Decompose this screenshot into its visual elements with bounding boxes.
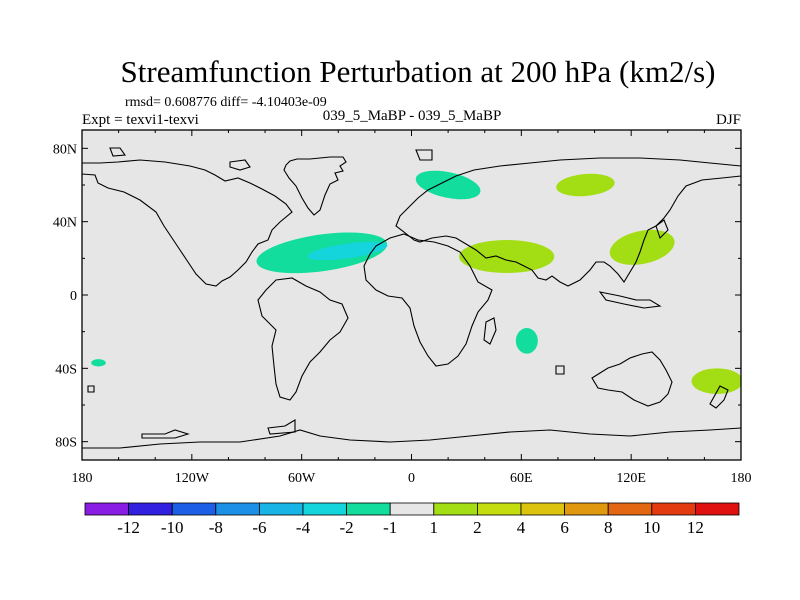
x-tick-label: 120E [616,471,646,486]
x-tick-label: 180 [72,471,93,486]
colorbar-swatch [302,502,347,516]
colorbar-labels: -12 -10 -8 -6 -4 -2 -1 1 2 4 6 8 10 12 [117,518,704,537]
colorbar-label: 1 [430,518,439,537]
colorbar-label: -1 [383,518,397,537]
x-tick-label: 0 [408,471,415,486]
colorbar [84,502,740,516]
coastline-island [87,385,95,393]
coastline-arctic-island [109,147,127,157]
colorbar-swatch [215,502,260,516]
coastline-greenland [283,156,347,216]
season-label: DJF [716,112,741,128]
colorbar-swatch [564,502,609,516]
chart-title: Streamfunction Perturbation at 200 hPa (… [121,54,716,89]
colorbar-swatch [346,502,391,516]
anomaly-region [556,173,615,197]
anomaly-region [459,240,555,273]
colorbar-label: 6 [560,518,569,537]
coastline-japan [655,219,669,240]
coastline-new-zealand [709,385,729,409]
x-tick-label: 120W [175,471,210,486]
x-tick-label: 180 [731,471,752,486]
colorbar-label: 2 [473,518,482,537]
colorbar-swatch [476,502,522,516]
coastline-south-america [257,277,349,401]
anomaly-layer [91,170,741,394]
colorbar-label: -12 [117,518,140,537]
anomaly-region [609,229,675,265]
colorbar-label: -6 [252,518,266,537]
coastlines [82,147,741,449]
coastline-indonesia [598,291,662,309]
y-tick-label: 0 [70,289,77,304]
rmsd-diff-label: rmsd= 0.608776 diff= -4.10403e-09 [125,95,327,110]
anomaly-region [691,368,741,394]
colorbar-swatch [84,502,129,516]
colorbar-swatch [433,502,478,516]
colorbar-label: 12 [687,518,704,537]
y-axis-labels: 80N 40N 0 40S 80S [53,142,77,450]
x-axis-labels: 180 120W 60W 0 60E 120E 180 [72,471,752,486]
coastline-ice-shelf [267,419,296,435]
colorbar-label: -2 [340,518,354,537]
coastline-eurasia [395,157,741,287]
coastline-island [555,365,565,375]
colorbar-label: 8 [604,518,613,537]
anomaly-region [307,241,388,261]
colorbar-swatch [389,502,435,516]
x-tick-label: 60E [510,471,533,486]
coastline-svalbard [415,149,433,161]
colorbar-label: -8 [209,518,223,537]
colorbar-swatch [607,502,653,516]
map-panel [81,129,742,461]
anomaly-region [415,170,481,200]
colorbar-swatch [651,502,696,516]
run-label: 039_5_MaBP - 039_5_MaBP [323,108,502,124]
y-tick-label: 80N [53,142,77,157]
colorbar-swatch [258,502,304,516]
experiment-label: Expt = texvi1-texvi [82,112,199,128]
axis-ticks [81,130,742,460]
y-tick-label: 40N [53,216,77,231]
anomaly-region [91,359,106,367]
coastline-arctic-island [229,159,251,171]
colorbar-swatch [695,502,740,516]
y-tick-label: 80S [55,436,77,451]
colorbar-label: 10 [643,518,660,537]
coastline-antarctica [82,427,741,449]
colorbar-label: -10 [161,518,184,537]
colorbar-label: 4 [517,518,526,537]
coastline-africa [363,233,493,367]
anomaly-region [515,328,538,354]
y-tick-label: 40S [55,362,77,377]
coastline-ice-shelf [141,429,190,439]
x-tick-label: 60W [288,471,316,486]
coastline-australia [591,351,673,407]
coastline-madagascar [483,317,497,345]
colorbar-label: -4 [296,518,311,537]
map-background [82,130,741,460]
colorbar-swatch [128,502,173,516]
coastline-north-america [82,159,293,287]
colorbar-swatch [171,502,217,516]
colorbar-swatch [520,502,565,516]
